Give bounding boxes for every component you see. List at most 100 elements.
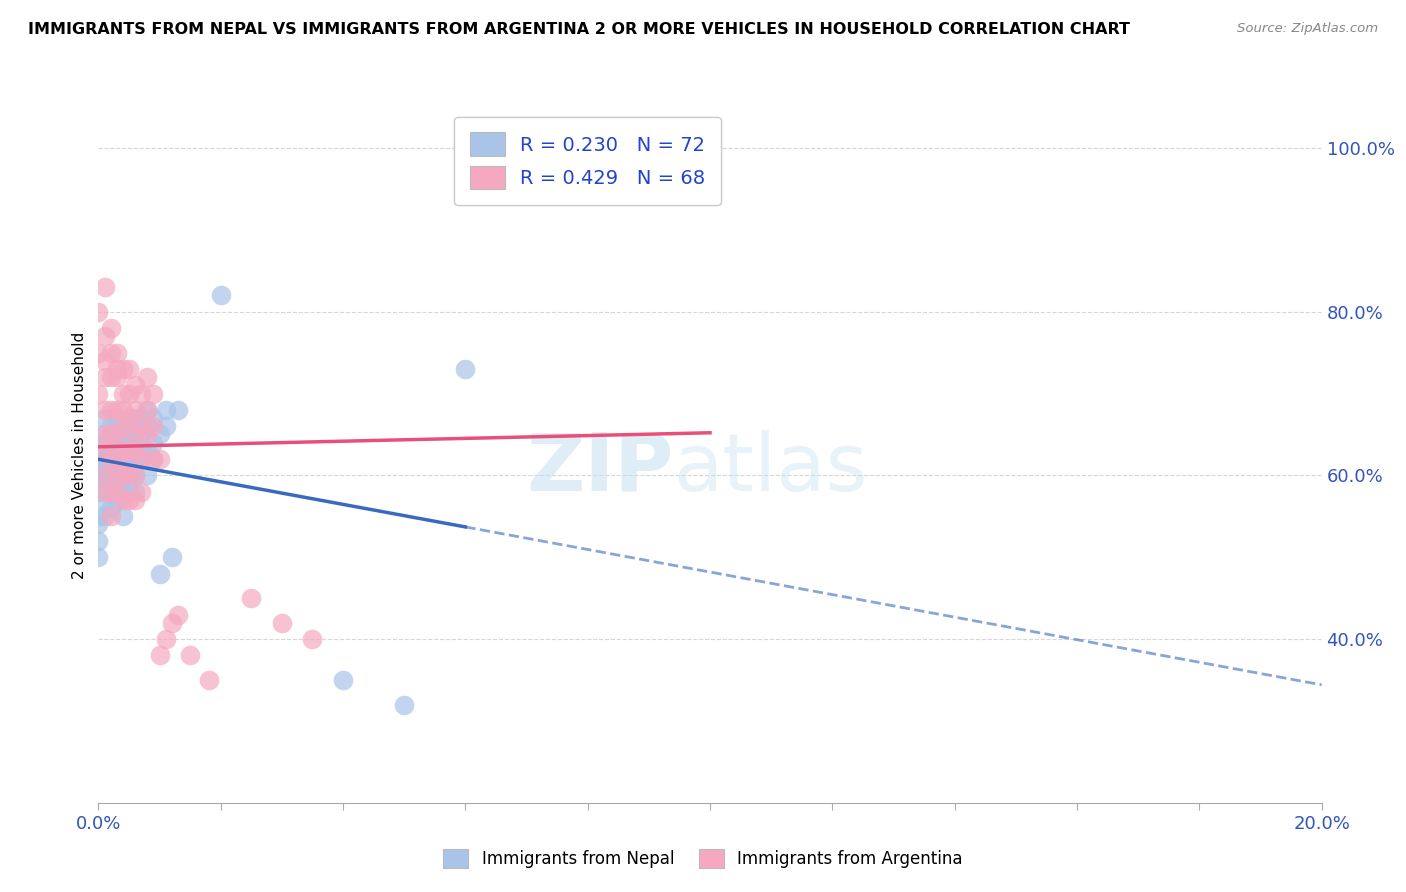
Point (93, 411, 115, 425)
Point (100, 468, 122, 483)
Point (105, 345, 128, 359)
Point (129, 484, 152, 499)
Point (87, 533, 110, 548)
Point (105, 427, 128, 442)
Point (93, 427, 115, 442)
Point (124, 403, 146, 417)
Point (105, 452, 128, 467)
Point (93, 370, 115, 384)
Point (93, 484, 115, 499)
Point (142, 411, 165, 425)
Point (100, 427, 122, 442)
Point (179, 648, 201, 663)
Point (136, 403, 159, 417)
Point (87, 386, 110, 401)
Point (149, 452, 172, 467)
Point (87, 550, 110, 565)
Point (111, 386, 134, 401)
Point (155, 632, 177, 646)
Point (118, 362, 141, 376)
Point (100, 370, 122, 384)
Point (124, 411, 146, 425)
Point (118, 468, 141, 483)
Point (105, 468, 128, 483)
Point (111, 492, 134, 507)
Text: Source: ZipAtlas.com: Source: ZipAtlas.com (1237, 22, 1378, 36)
Point (87, 452, 110, 467)
Point (136, 403, 159, 417)
Point (197, 673, 219, 687)
Point (87, 427, 110, 442)
Point (105, 476, 128, 491)
Point (240, 591, 263, 606)
Point (93, 403, 115, 417)
Point (93, 509, 115, 524)
Point (124, 443, 146, 458)
Point (129, 452, 152, 467)
Point (93, 443, 115, 458)
Point (87, 509, 110, 524)
Point (129, 452, 152, 467)
Point (209, 288, 232, 302)
Point (100, 345, 122, 359)
Point (118, 419, 141, 434)
Point (149, 427, 172, 442)
Point (118, 468, 141, 483)
Point (93, 476, 115, 491)
Point (87, 484, 110, 499)
Point (87, 345, 110, 359)
Point (118, 476, 141, 491)
Point (167, 403, 190, 417)
Point (100, 419, 122, 434)
Point (111, 419, 134, 434)
Point (129, 443, 152, 458)
Point (124, 443, 146, 458)
Point (111, 419, 134, 434)
Point (136, 427, 159, 442)
Point (111, 403, 134, 417)
Point (129, 419, 152, 434)
Point (87, 443, 110, 458)
Point (118, 492, 141, 507)
Point (111, 443, 134, 458)
Point (301, 632, 323, 646)
Point (142, 452, 165, 467)
Point (124, 484, 146, 499)
Point (129, 427, 152, 442)
Point (699, 141, 721, 155)
Point (100, 443, 122, 458)
Point (100, 484, 122, 499)
Point (93, 329, 115, 343)
Point (100, 509, 122, 524)
Point (149, 648, 172, 663)
Point (124, 378, 146, 392)
Point (124, 427, 146, 442)
Point (87, 468, 110, 483)
Point (105, 362, 128, 376)
Point (118, 443, 141, 458)
Point (111, 427, 134, 442)
Point (93, 452, 115, 467)
Point (118, 411, 141, 425)
Point (136, 419, 159, 434)
Point (124, 468, 146, 483)
Point (124, 468, 146, 483)
Point (105, 435, 128, 450)
Point (270, 615, 292, 630)
Point (167, 607, 190, 622)
Point (105, 411, 128, 425)
Point (100, 484, 122, 499)
Point (87, 517, 110, 532)
Point (454, 362, 477, 376)
Point (149, 566, 172, 581)
Point (142, 386, 165, 401)
Point (118, 435, 141, 450)
Point (105, 443, 128, 458)
Point (93, 492, 115, 507)
Point (124, 492, 146, 507)
Point (105, 468, 128, 483)
Y-axis label: 2 or more Vehicles in Household: 2 or more Vehicles in Household (72, 331, 87, 579)
Legend: R = 0.230   N = 72, R = 0.429   N = 68: R = 0.230 N = 72, R = 0.429 N = 68 (454, 117, 721, 205)
Point (93, 460, 115, 475)
Point (100, 321, 122, 335)
